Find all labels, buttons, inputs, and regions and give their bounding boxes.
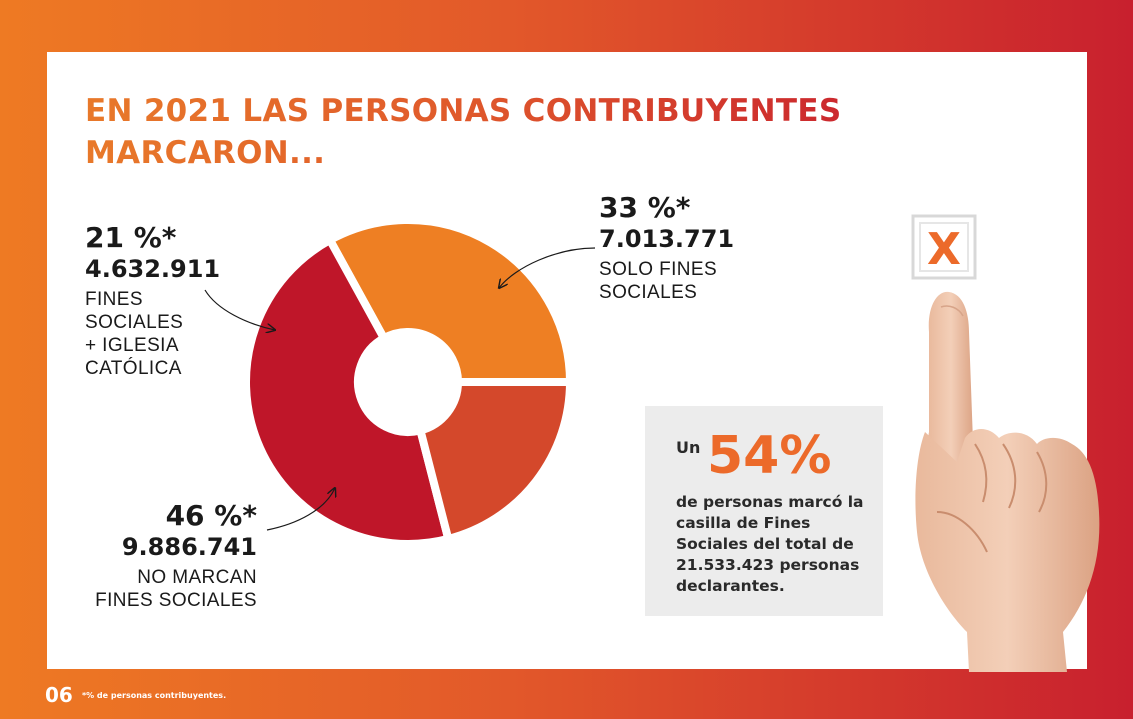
label-33-percent: 33 %* 7.013.771 SOLO FINES SOCIALES [599,192,799,304]
index-finger [927,291,975,462]
footnote: *% de personas contribuyentes. [81,690,227,700]
checkbox-mark: X [927,224,961,275]
donut-slice-21 [415,378,575,544]
slice-percent: 46 %* [165,499,257,532]
slice-description: SOLO FINES SOCIALES [599,259,718,303]
slice-count: 4.632.911 [85,255,221,283]
page-number: 06 [45,683,73,707]
hand-fist [915,429,1100,672]
donut-chart [204,216,596,548]
page-title: EN 2021 LAS PERSONAS CONTRIBUYENTES MARC… [85,90,905,174]
stat-percentage: 54% [707,426,832,486]
label-46-percent: 46 %* 9.886.741 NO MARCAN FINES SOCIALES [47,500,257,612]
slice-description: NO MARCAN FINES SOCIALES [95,567,257,611]
stat-description: de personas marcó la casilla de Fines So… [676,493,864,595]
checkbox-icon: X [911,214,977,280]
stat-callout: Un 54% de personas marcó la casilla de F… [645,406,883,616]
callout-arrow-21 [204,289,275,330]
slice-percent: 21 %* [85,221,177,254]
infographic-panel: EN 2021 LAS PERSONAS CONTRIBUYENTES MARC… [47,52,1100,672]
slice-percent: 33 %* [599,191,691,224]
donut-slice-33 [324,216,575,386]
label-21-percent: 21 %* 4.632.911 FINES SOCIALES + IGLESIA… [85,222,285,380]
page-footer: 06 *% de personas contribuyentes. [45,683,226,707]
callout-arrow-33 [499,247,596,288]
donut-slice-46 [242,234,454,548]
slice-count: 9.886.741 [121,533,257,561]
stat-intro: Un [676,438,701,457]
callout-arrow-46 [266,488,335,531]
pointing-hand-illustration: X [911,214,1100,672]
slice-count: 7.013.771 [599,225,735,253]
slice-description: FINES SOCIALES + IGLESIA CATÓLICA [85,289,184,379]
